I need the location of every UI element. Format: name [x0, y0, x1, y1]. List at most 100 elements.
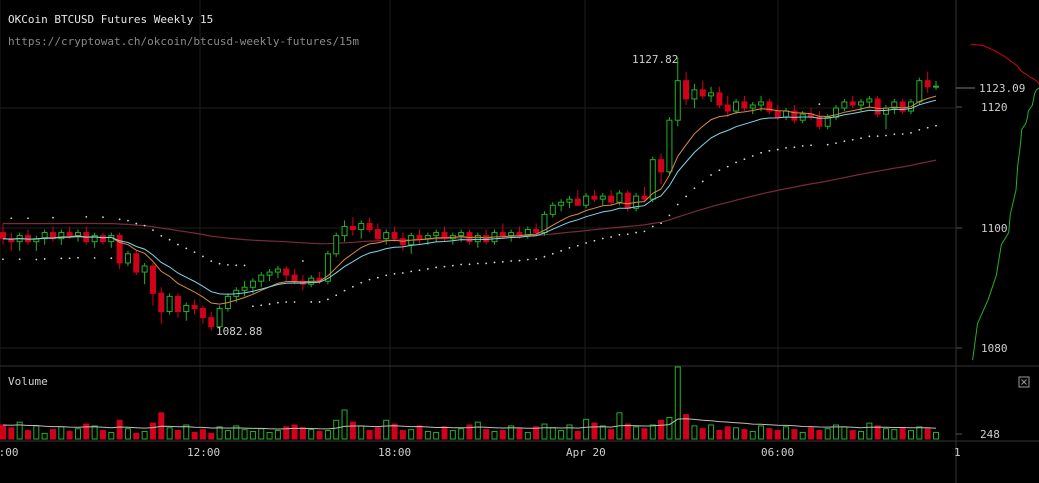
candle-body: [249, 280, 256, 288]
psar-dot: [85, 215, 88, 218]
candle-body: [116, 235, 123, 264]
candle-body: [891, 101, 898, 109]
psar-dot: [551, 252, 554, 255]
psar-dot: [202, 255, 204, 258]
candle-body: [349, 226, 356, 231]
volume-bar: [724, 426, 731, 440]
volume-bar: [891, 429, 898, 440]
volume-bar: [24, 430, 31, 440]
volume-bar: [233, 425, 240, 440]
volume-bar: [149, 422, 156, 440]
candle-body: [508, 232, 515, 237]
volume-bar: [649, 424, 656, 440]
candle-body: [874, 98, 881, 115]
close-icon[interactable]: [1018, 376, 1030, 388]
depth-bid-line: [972, 87, 1039, 361]
volume-bar: [491, 431, 498, 440]
volume-bar: [433, 431, 440, 440]
psar-dot: [851, 138, 854, 141]
candle-body: [416, 235, 423, 240]
psar-dot: [77, 256, 79, 259]
volume-bar: [174, 430, 181, 440]
volume-bar: [674, 366, 681, 440]
volume-bar: [924, 428, 931, 440]
psar-dot: [768, 149, 771, 152]
low-annotation: 1082.88: [216, 325, 262, 338]
depth-chart: [970, 43, 1039, 361]
volume-bar: [199, 429, 206, 440]
psar-dot: [68, 257, 71, 260]
psar-dot: [401, 272, 404, 274]
candle-body: [791, 110, 798, 121]
volume-bar: [741, 429, 748, 440]
psar-dot: [826, 143, 829, 146]
psar-dot: [610, 236, 613, 238]
volume-bar: [766, 428, 773, 440]
candle-body: [883, 107, 890, 115]
psar-dot: [318, 301, 321, 303]
psar-dot: [935, 124, 937, 127]
volume-bar: [241, 429, 248, 440]
psar-dot: [310, 301, 313, 303]
psar-dot: [460, 263, 463, 266]
candle-body: [591, 195, 598, 200]
psar-dot: [277, 301, 279, 304]
candle-body: [208, 317, 215, 328]
psar-dot: [868, 135, 871, 138]
psar-dot: [102, 216, 104, 219]
candle-body: [616, 192, 623, 203]
candle-body: [358, 222, 365, 231]
candle-body: [58, 232, 65, 240]
candle-body: [433, 232, 440, 237]
volume-bar: [91, 425, 98, 440]
volume-close-button[interactable]: [1018, 376, 1030, 388]
psar-dot: [418, 269, 421, 272]
psar-dot: [518, 259, 521, 262]
volume-bar: [124, 428, 131, 440]
psar-dot: [918, 129, 921, 131]
volume-bar: [108, 431, 115, 440]
volume-bar: [483, 429, 490, 440]
psar-dot: [793, 146, 796, 149]
candle-body: [849, 101, 856, 106]
volume-bar: [749, 431, 756, 440]
psar-dot: [93, 257, 96, 259]
volume-bar: [133, 432, 140, 440]
candle-body: [66, 232, 73, 237]
candle-body: [391, 232, 398, 240]
candle-body: [708, 92, 715, 97]
chart-url[interactable]: https://cryptowat.ch/okcoin/btcusd-weekl…: [8, 35, 359, 48]
candle-body: [41, 232, 48, 240]
psar-dot: [27, 217, 29, 220]
psar-dot: [926, 126, 929, 129]
psar-dot: [910, 132, 912, 134]
candle-body: [924, 80, 931, 88]
volume-bar: [683, 414, 690, 440]
volume-bar: [449, 430, 456, 440]
candle-body: [324, 253, 331, 282]
psar-dots: [2, 103, 937, 308]
volume-bar: [599, 425, 606, 440]
time-tick-label: Apr 20: [566, 446, 606, 459]
psar-dot: [618, 233, 621, 236]
psar-dot: [801, 145, 804, 147]
high-annotation: 1127.82: [632, 53, 678, 66]
candle-body: [74, 232, 81, 237]
volume-bar: [74, 428, 81, 440]
candle-body: [674, 80, 681, 121]
candle-body: [841, 101, 848, 109]
volume-bar: [849, 430, 856, 440]
candle-body: [666, 119, 673, 173]
volume-bar: [99, 430, 106, 440]
psar-dot: [335, 294, 338, 297]
volume-bar: [216, 426, 223, 440]
candle-body: [158, 292, 165, 313]
volume-bar: [191, 431, 198, 440]
psar-dot: [668, 214, 671, 217]
psar-dot: [893, 133, 896, 136]
candle-body: [458, 232, 465, 237]
psar-dot: [785, 146, 787, 149]
time-tick-label: 06:00: [761, 446, 794, 459]
volume-bars: [0, 366, 939, 440]
